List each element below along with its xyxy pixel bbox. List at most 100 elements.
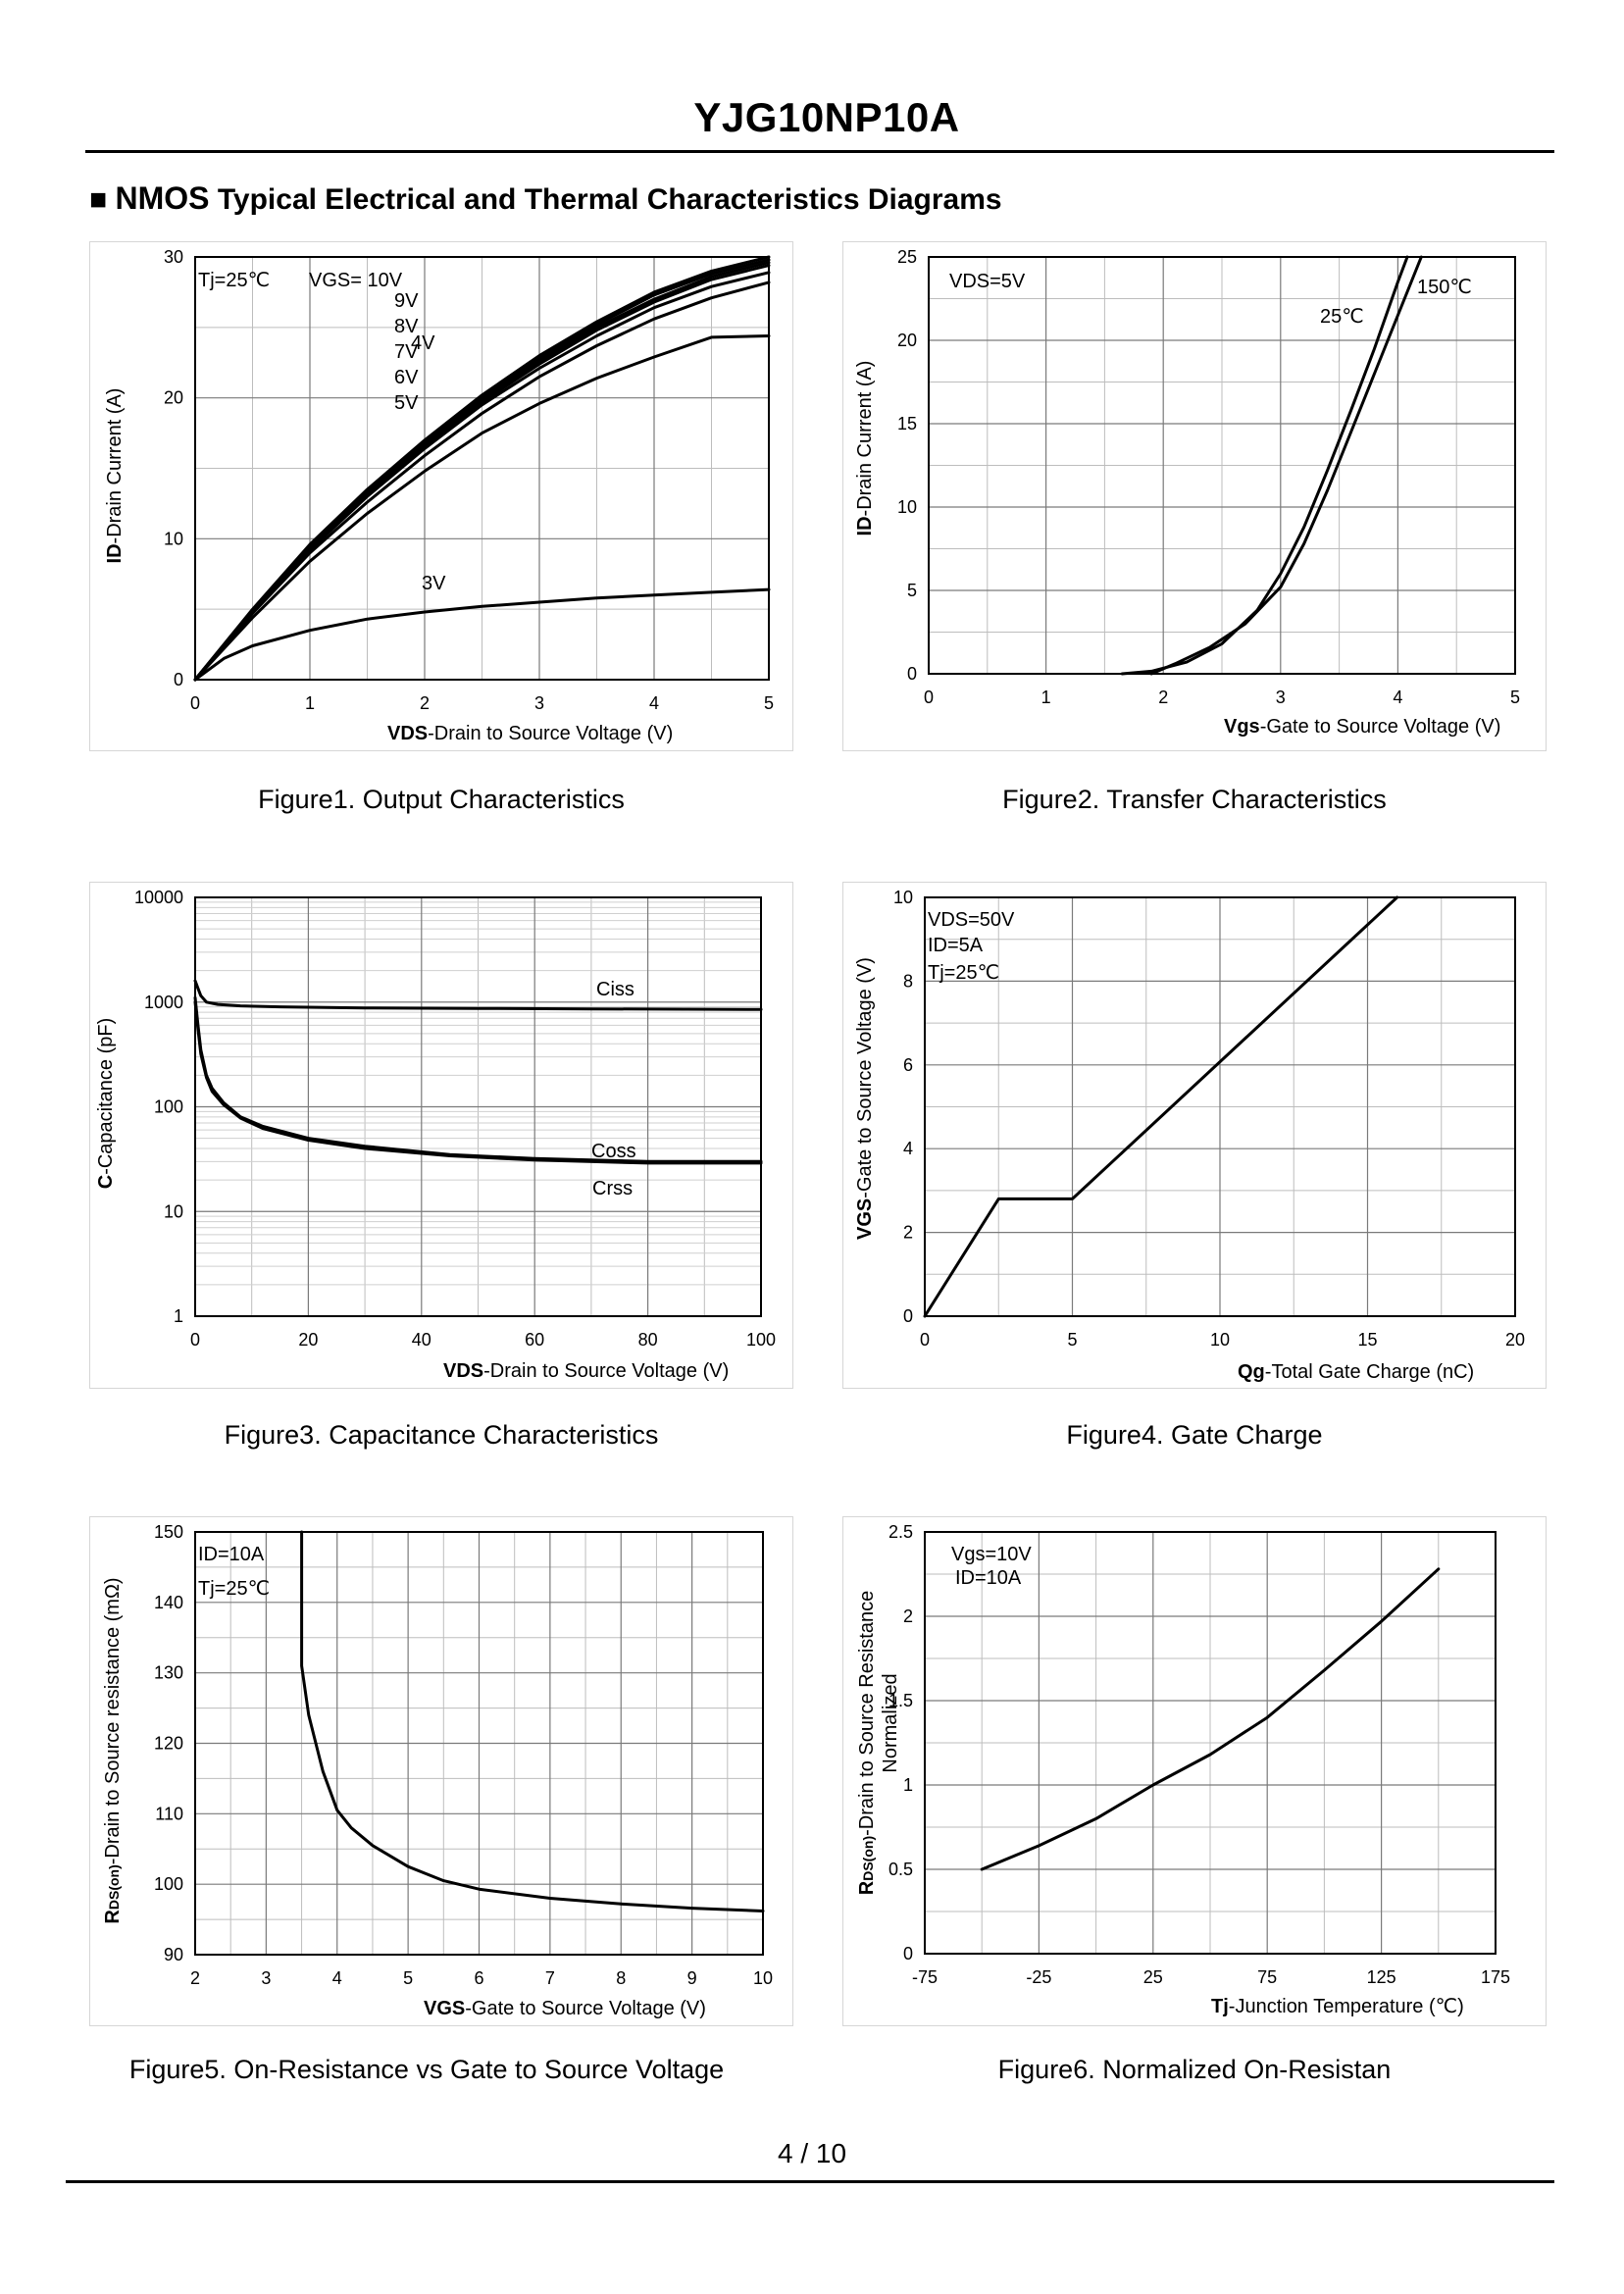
- y-tick-label: 0: [907, 664, 917, 684]
- series-line-3V: [193, 587, 771, 682]
- x-axis-label: Tj-Junction Temperature (℃): [1211, 1996, 1464, 2017]
- figure2-chart: 0 1 2 3 4 5 0 5 10 15 20 25 Vgs-Gate to Source Volta…: [854, 247, 1520, 738]
- y-tick-label: 10: [893, 888, 913, 907]
- x-tick-label: 7: [545, 1968, 555, 1988]
- y-tick-label: 130: [154, 1663, 183, 1683]
- y-tick-label: 2: [903, 1606, 913, 1626]
- y-tick-label: 100: [154, 1874, 183, 1894]
- y-tick-label: 110: [155, 1804, 183, 1823]
- annotation-label: 150℃: [1417, 277, 1472, 298]
- y-tick-label: 0.5: [888, 1860, 913, 1879]
- x-tick-label: 0: [190, 1330, 200, 1350]
- section-prefix: NMOS: [115, 180, 210, 216]
- y-tick-label: 1.5: [888, 1691, 913, 1710]
- y-tick-label: 100: [154, 1097, 183, 1117]
- x-tick-label: 9: [687, 1968, 697, 1988]
- x-tick-label: 25: [1143, 1967, 1163, 1987]
- series-line-150℃: [1149, 255, 1423, 676]
- y-tick-label: 2: [903, 1223, 913, 1243]
- annotation-label: ID=5A: [928, 935, 984, 956]
- x-axis-label-bold: VDS: [387, 723, 428, 744]
- plot-frame: [194, 256, 770, 681]
- x-tick-label: 5: [1067, 1330, 1077, 1350]
- x-tick-label: 100: [746, 1330, 776, 1350]
- annotation-label: Crss: [592, 1178, 633, 1199]
- annotation-label: Ciss: [596, 979, 634, 1000]
- y-tick-label: 2.5: [888, 1522, 913, 1542]
- figure6-panel: -75 -25 25 75 125 175 0 0.5 1 1.5 2 2.5 Tj-Junction …: [842, 1516, 1547, 2026]
- annotation-label: Tj=25℃: [198, 1578, 270, 1600]
- y-axis-label: ID-Drain Current (A): [854, 361, 876, 536]
- x-tick-label: 125: [1367, 1967, 1396, 1987]
- y-tick-label: 0: [174, 670, 183, 689]
- plot-frame: [194, 1531, 764, 1956]
- series-line-25℃: [1120, 255, 1409, 676]
- figure3-chart: 0 20 40 60 80 100 1 10 100 1000 10000 VDS-Drain to …: [95, 888, 776, 1382]
- annotation-label: VDS=50V: [928, 909, 1015, 931]
- figure4-caption: Figure4. Gate Charge: [1066, 1420, 1323, 1450]
- figure3-caption: Figure3. Capacitance Characteristics: [224, 1420, 659, 1450]
- figure5-caption: Figure5. On-Resistance vs Gate to Source…: [128, 2055, 725, 2084]
- y-axis-label-bold: VGS: [854, 1198, 876, 1240]
- x-axis-label-bold: Vgs: [1224, 716, 1260, 738]
- y-tick-label: 6: [903, 1055, 913, 1075]
- x-tick-label: 6: [474, 1968, 483, 1988]
- plot-frame: [194, 896, 762, 1317]
- header-rule: [85, 150, 1554, 153]
- y-axis-label: RDS(on)-Drain to Source resistance (mΩ): [102, 1577, 124, 1923]
- x-axis-label-bold: VDS: [443, 1360, 483, 1382]
- plot-frame: [928, 256, 1516, 675]
- x-tick-label: 3: [1276, 688, 1286, 707]
- figure1-caption: Figure1. Output Characteristics: [258, 785, 625, 814]
- x-tick-label: 60: [525, 1330, 544, 1350]
- y-tick-label: 10: [164, 529, 183, 548]
- y-tick-label: 90: [164, 1945, 183, 1964]
- y-axis-label: C-Capacitance (pF): [95, 1018, 117, 1190]
- y-axis-label-text: -Drain Current (A): [854, 361, 876, 517]
- x-axis-label: Vgs-Gate to Source Voltage (V): [1224, 716, 1500, 738]
- x-tick-label: 2: [190, 1968, 200, 1988]
- document-title: YJG10NP10A: [693, 94, 960, 140]
- figure2-caption: Figure2. Transfer Characteristics: [1002, 785, 1387, 814]
- series-line-4V: [193, 334, 771, 682]
- figure4-chart: 0 5 10 15 20 0 2 4 6 8 10 Qg-Total Gate Charge (nC)…: [854, 888, 1525, 1383]
- y-axis-label: VGS-Gate to Source Voltage (V): [854, 957, 876, 1240]
- y-tick-label: 4: [903, 1139, 913, 1158]
- y-axis-label-bold: ID: [854, 516, 876, 535]
- y-tick-label: 25: [897, 247, 917, 267]
- series-line-6V: [193, 271, 771, 682]
- x-tick-label: 2: [420, 693, 430, 713]
- x-tick-label: 40: [412, 1330, 431, 1350]
- y-tick-label: 0: [903, 1944, 913, 1963]
- y-tick-label: 1: [903, 1775, 913, 1795]
- annotation-label: 6V: [394, 367, 419, 388]
- series-line-RDS(on): [300, 1530, 765, 1912]
- y-tick-label: 10: [164, 1201, 183, 1221]
- y-tick-label: 5: [907, 581, 917, 600]
- y-tick-label: 20: [897, 331, 917, 350]
- x-tick-label: 20: [1505, 1330, 1525, 1350]
- y-tick-label: 8: [903, 971, 913, 991]
- y-axis-label-second: Normalized: [880, 1673, 901, 1772]
- x-axis-label: VGS-Gate to Source Voltage (V): [424, 1998, 706, 2019]
- x-axis-label-text: -Gate to Source Voltage (V): [1260, 716, 1501, 738]
- y-axis-label: RDS(on)-Drain to Source Resistance: [856, 1591, 878, 1895]
- annotation-label: 4V: [411, 332, 435, 354]
- series-line-5V: [193, 280, 771, 682]
- annotation-label: VDS=5V: [949, 271, 1026, 292]
- figure5-panel: 2 3 4 5 6 7 8 9 10 90 100 110 120 130 140 150 VGS-Gate t…: [89, 1516, 793, 2026]
- annotation-label: Vgs=10V: [951, 1544, 1032, 1565]
- x-axis-label-text: -Drain to Source Voltage (V): [483, 1360, 729, 1382]
- y-axis-label-bold: C: [95, 1175, 117, 1189]
- y-axis-label-text: -Drain to Source Resistance: [856, 1591, 878, 1836]
- x-tick-label: -25: [1026, 1967, 1051, 1987]
- figure6-caption: Figure6. Normalized On-Resistan: [997, 2055, 1392, 2084]
- annotation-label: 7V: [394, 341, 419, 363]
- x-tick-label: 3: [261, 1968, 271, 1988]
- x-axis-label-text: -Junction Temperature (℃): [1229, 1996, 1464, 2017]
- section-bullet: ■: [89, 183, 108, 216]
- y-tick-label: 150: [154, 1522, 183, 1542]
- plot-frame: [924, 896, 1516, 1317]
- x-axis-label-text: -Total Gate Charge (nC): [1265, 1361, 1474, 1383]
- x-tick-label: 2: [1158, 688, 1168, 707]
